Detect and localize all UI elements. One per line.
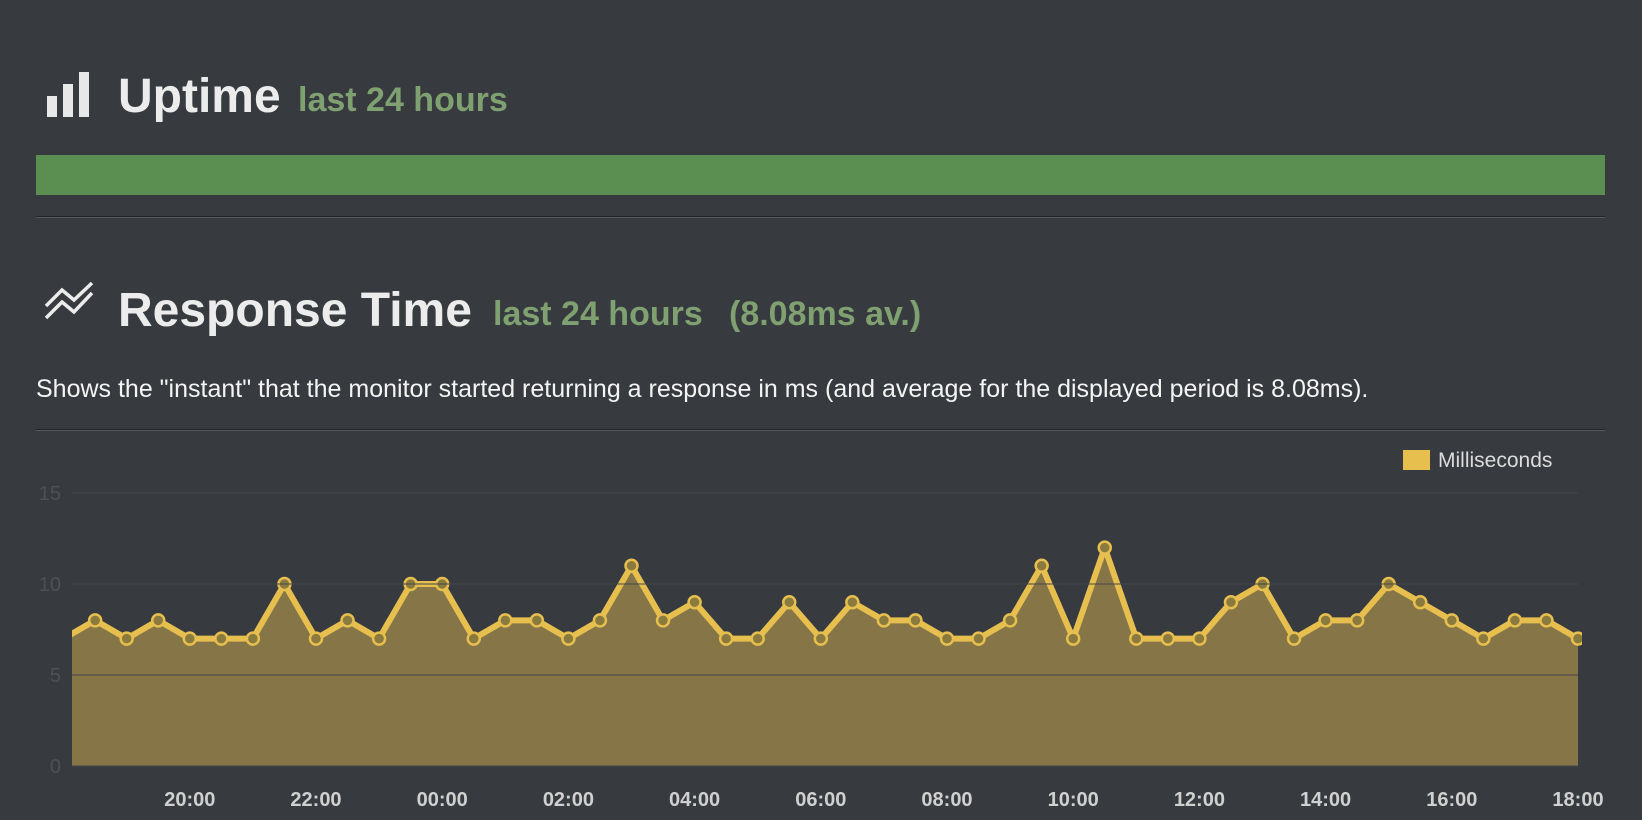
uptime-title: Uptime [118,70,281,123]
point [1349,613,1365,628]
x-tick-label: 16:00 [1426,789,1477,811]
point [245,631,261,646]
point [561,631,576,646]
point [1223,594,1239,610]
point [529,613,545,628]
point [876,613,892,628]
point [1412,594,1428,610]
point [592,613,608,628]
point [498,613,513,628]
y-tick-label: 10 [39,574,61,596]
x-tick-label: 06:00 [795,789,846,811]
point [845,594,860,610]
uptime-period: last 24 hours [298,81,508,119]
point [58,633,70,645]
point [466,631,481,646]
description: Shows the "instant" that the monitor sta… [36,375,1368,403]
x-tick-label: 12:00 [1174,789,1225,811]
response-period: last 24 hours [493,295,703,333]
uptime-icon [47,72,89,117]
point [655,613,671,628]
point [87,613,103,628]
point [971,631,986,646]
area [72,547,1578,766]
point [340,613,355,628]
x-tick-label: 22:00 [290,789,341,811]
point [1192,631,1207,646]
legend-label: Milliseconds [1438,449,1552,472]
legend-swatch [1403,450,1430,470]
point [908,613,923,628]
x-tick-label: 18:00 [1552,789,1603,811]
x-tick-label: 20:00 [164,789,215,811]
point [371,631,387,646]
point [150,613,166,628]
y-tick-label: 15 [39,483,61,505]
response-title: Response Time [118,284,472,337]
point [214,631,229,646]
y-tick-label: 0 [50,756,61,778]
point [750,631,765,646]
point [687,594,702,610]
point [1129,631,1144,646]
x-tick-label: 14:00 [1300,789,1351,811]
point [1570,631,1582,646]
point [1444,613,1460,628]
point [781,594,797,610]
point [1002,613,1018,628]
point [624,558,639,574]
point [1507,613,1523,628]
y-tick-label: 5 [50,665,61,687]
point [308,631,324,646]
point [1097,540,1112,555]
point [1318,613,1333,628]
point [1286,631,1302,646]
point [1034,558,1049,574]
point [182,631,198,646]
x-tick-label: 00:00 [417,789,468,811]
point [1476,631,1491,646]
plot-area [58,540,1582,766]
point [813,631,829,646]
x-tick-label: 08:00 [921,789,972,811]
x-tick-label: 04:00 [669,789,720,811]
x-tick-label: 10:00 [1048,789,1099,811]
point [718,631,734,646]
x-tick-label: 02:00 [543,789,594,811]
point [939,631,955,646]
point [1065,631,1081,646]
point [1160,631,1176,646]
response-icon [44,281,94,320]
point [119,631,134,646]
point [1539,613,1554,628]
response-average: (8.08ms av.) [729,295,921,333]
uptime-bar [36,155,1605,195]
